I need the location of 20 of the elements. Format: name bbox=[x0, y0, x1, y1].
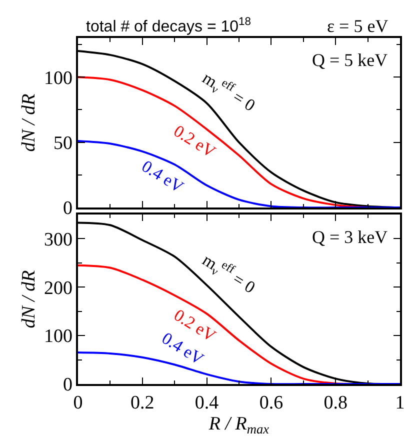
x-tick-label: 0.2 bbox=[130, 392, 154, 414]
y-tick-label: 200 bbox=[44, 278, 72, 299]
y-tick-label: 50 bbox=[53, 132, 72, 154]
y-tick-label: 0 bbox=[62, 374, 72, 396]
x-axis-title: R / R$_{max}$ bbox=[208, 414, 270, 437]
chart-subtitle: ε = 5 eV bbox=[327, 16, 388, 36]
y-axis-title: dN / dR bbox=[18, 93, 40, 152]
x-tick-label: 0.6 bbox=[259, 392, 284, 414]
x-tick-label: 0.4 bbox=[194, 392, 220, 414]
x-tick-label: 1 bbox=[395, 392, 405, 414]
annotation: Q = 3 keV bbox=[312, 227, 388, 247]
y-tick-label: 100 bbox=[44, 68, 72, 89]
y-axis-title: dN / dR bbox=[18, 270, 40, 328]
chart-title: total # of decays = 10$^{18}$ bbox=[86, 16, 251, 36]
y-tick-label: 100 bbox=[44, 326, 72, 348]
x-tick-label: 0.8 bbox=[324, 392, 348, 414]
annotation: Q = 5 keV bbox=[312, 50, 388, 70]
y-tick-label: 300 bbox=[44, 229, 72, 250]
line-series bbox=[78, 352, 400, 384]
y-tick-label: 0 bbox=[62, 198, 72, 220]
